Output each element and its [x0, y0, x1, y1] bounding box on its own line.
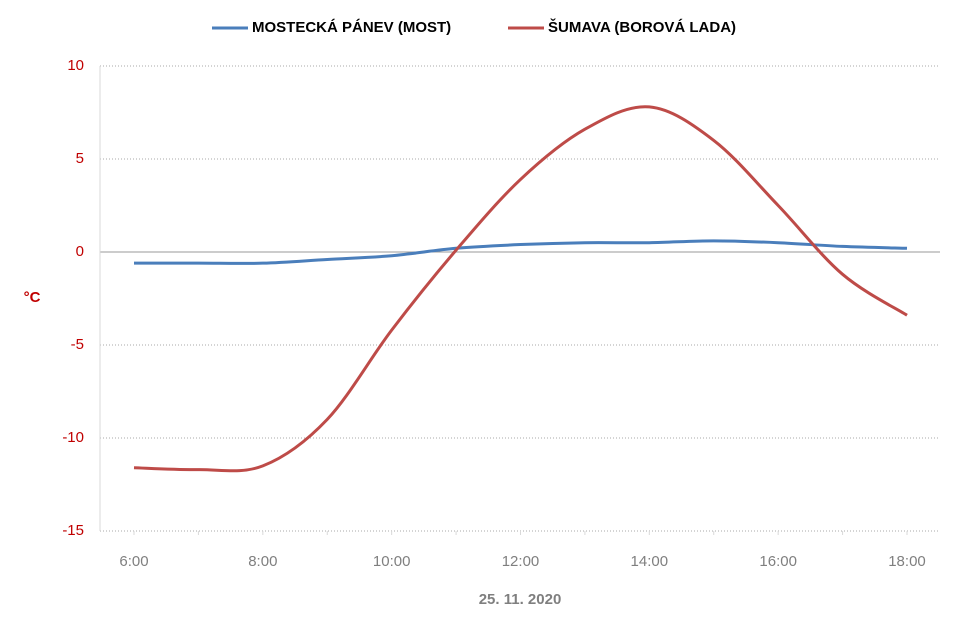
x-tick-label: 10:00	[373, 553, 411, 570]
x-axis-label: 25. 11. 2020	[479, 591, 562, 608]
y-tick-label: 10	[67, 57, 84, 74]
x-tick-label: 12:00	[502, 553, 540, 570]
x-tick-label: 8:00	[248, 553, 277, 570]
legend-label: MOSTECKÁ PÁNEV (MOST)	[252, 19, 451, 36]
y-tick-label: -10	[62, 429, 84, 446]
x-tick-label: 18:00	[888, 553, 926, 570]
line	[133, 105, 908, 473]
y-tick-label: -5	[71, 336, 84, 353]
x-tick-label: 16:00	[759, 553, 797, 570]
legend-label: ŠUMAVA (BOROVÁ LADA)	[548, 18, 736, 36]
y-tick-label: 0	[76, 243, 84, 260]
y-tick-label: -15	[62, 522, 84, 539]
y-tick-label: 5	[76, 150, 84, 167]
y-axis-label: °C	[24, 289, 41, 306]
line	[134, 239, 908, 265]
x-tick-label: 14:00	[631, 553, 669, 570]
x-tick-label: 6:00	[119, 553, 148, 570]
